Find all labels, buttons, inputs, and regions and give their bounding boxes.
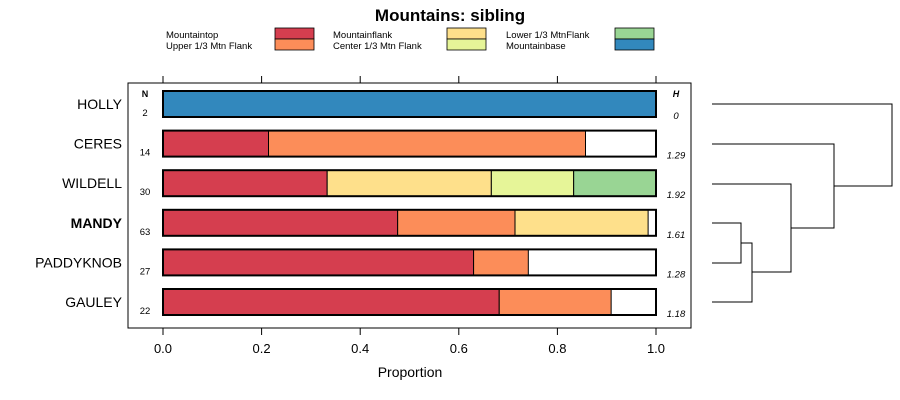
row-n-value: 30 xyxy=(140,187,151,198)
x-axis-label: Proportion xyxy=(378,364,443,380)
row-holly: HOLLY 2 0 xyxy=(77,90,679,122)
row-h-value: 1.29 xyxy=(667,151,686,162)
row-h-value: 1.61 xyxy=(667,230,686,241)
row-h-value: 0 xyxy=(673,111,679,122)
legend-label: Lower 1/3 MtnFlank xyxy=(506,30,590,41)
h-header: H xyxy=(673,89,680,99)
bar-outline xyxy=(162,169,657,198)
bar-segment xyxy=(162,288,500,316)
row-label: HOLLY xyxy=(77,96,123,112)
row-paddyknob: PADDYKNOB 27 1.28 xyxy=(35,248,686,280)
bar-segment xyxy=(326,169,492,197)
legend-swatch xyxy=(614,38,655,51)
plot-frame xyxy=(127,82,692,329)
x-tick-label: 1.0 xyxy=(647,341,665,356)
bar-segment xyxy=(162,169,328,197)
x-axis: 0.0 0.2 0.4 0.6 0.8 1.0 xyxy=(154,76,665,356)
x-tick-label: 0.2 xyxy=(253,341,271,356)
legend-swatch xyxy=(274,38,315,51)
x-tick-label: 0.8 xyxy=(548,341,566,356)
bar-segment xyxy=(573,169,657,197)
bar-segment xyxy=(162,130,270,158)
legend-label: Mountainbase xyxy=(506,41,566,52)
bar-rows: HOLLY 2 0 CERES 14 1.29 WILDELL 30 1.92 MANDY 63 1.… xyxy=(35,90,686,320)
bar-segment xyxy=(162,90,657,118)
row-label: MANDY xyxy=(71,215,123,231)
bar-segment xyxy=(514,209,649,237)
legend-swatch xyxy=(446,27,487,40)
row-label: CERES xyxy=(74,136,122,152)
row-n-value: 27 xyxy=(140,266,151,277)
row-h-value: 1.18 xyxy=(667,309,686,320)
x-tick-label: 0.6 xyxy=(450,341,468,356)
bar-segment xyxy=(498,288,612,316)
bar-outline xyxy=(162,90,657,118)
row-wildell: WILDELL 30 1.92 xyxy=(62,169,686,201)
dendro-mandy-paddyknob xyxy=(712,222,742,264)
chart-title: Mountains: sibling xyxy=(375,6,525,25)
bar-outline xyxy=(162,288,657,316)
bar-segment xyxy=(162,209,399,237)
legend-label: Upper 1/3 Mtn Flank xyxy=(166,41,252,52)
dendro-mandy-gauley xyxy=(712,242,753,303)
bar-segment xyxy=(162,248,475,276)
bar-outline xyxy=(162,129,657,158)
bar-segment xyxy=(490,169,575,197)
row-label: PADDYKNOB xyxy=(35,254,122,270)
row-n-value: 63 xyxy=(140,227,151,238)
legend-swatch xyxy=(274,27,315,40)
bar-outline xyxy=(162,208,657,237)
n-header: N xyxy=(142,89,149,99)
row-mandy: MANDY 63 1.61 xyxy=(71,208,686,241)
row-h-value: 1.28 xyxy=(667,269,686,280)
bar-segment xyxy=(473,248,529,276)
dendro-ceres-merge xyxy=(712,143,835,229)
legend-label: Mountaintop xyxy=(166,30,218,41)
dendrogram xyxy=(712,103,893,303)
legend-label: Center 1/3 Mtn Flank xyxy=(333,41,422,52)
legend-swatch xyxy=(614,27,655,40)
row-ceres: CERES 14 1.29 xyxy=(74,129,686,162)
row-n-value: 14 xyxy=(140,148,151,159)
bar-segment xyxy=(397,209,516,237)
row-label: WILDELL xyxy=(62,175,122,191)
legend-swatch xyxy=(446,38,487,51)
legend-label: Mountainflank xyxy=(333,30,392,41)
row-n-value: 22 xyxy=(140,306,151,317)
row-gauley: GAULEY 22 1.18 xyxy=(65,288,686,320)
bar-outline xyxy=(162,248,657,277)
bar-segment xyxy=(268,130,587,158)
row-h-value: 1.92 xyxy=(667,190,686,201)
x-tick-label: 0.4 xyxy=(351,341,369,356)
row-label: GAULEY xyxy=(65,294,122,310)
dendro-root xyxy=(712,103,893,187)
row-n-value: 2 xyxy=(142,108,147,119)
x-tick-label: 0.0 xyxy=(154,341,172,356)
